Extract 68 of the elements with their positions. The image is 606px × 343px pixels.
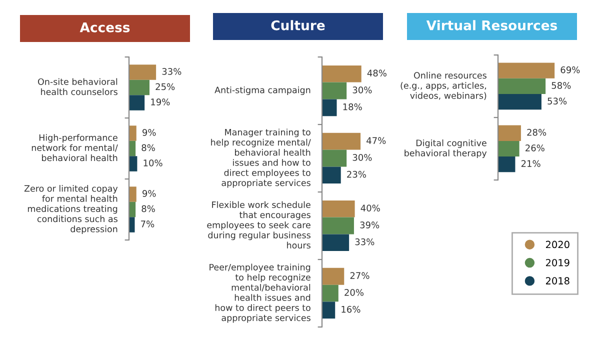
y-tick-label: Online resources (e.g., apps, articles, videos, webinars) <box>400 72 486 100</box>
bar <box>322 268 344 285</box>
bar <box>129 156 138 172</box>
y-tick-label: High-performance network for mental/ behavioral health <box>32 134 118 162</box>
data-label: 48% <box>367 70 386 76</box>
bar <box>498 94 542 110</box>
data-label: 47% <box>366 137 386 144</box>
data-label: 30% <box>352 86 372 94</box>
legend-label: 2018 <box>546 277 570 284</box>
data-label: 58% <box>552 82 571 89</box>
data-label: 25% <box>156 83 175 90</box>
bar <box>322 217 354 234</box>
data-label: 10% <box>144 160 162 166</box>
bar <box>322 99 337 116</box>
bar <box>498 62 555 78</box>
data-label: 69% <box>560 66 580 74</box>
bar <box>322 200 355 218</box>
data-label: 7% <box>141 220 154 228</box>
legend-label: 2020 <box>546 240 570 248</box>
data-label: 39% <box>360 222 380 228</box>
bar <box>322 82 347 100</box>
data-label: 53% <box>548 98 567 104</box>
data-label: 19% <box>151 98 170 106</box>
data-label: 26% <box>526 144 544 152</box>
legend-label: 2019 <box>546 258 570 266</box>
chart-title: Access <box>80 22 130 32</box>
bar <box>129 95 145 110</box>
bar <box>498 125 521 141</box>
bar <box>498 156 516 172</box>
data-label: 33% <box>355 238 374 246</box>
bar <box>498 78 546 94</box>
bar <box>129 202 136 218</box>
y-tick-label: Zero or limited copay for mental health medications treating conditions such as depression <box>24 185 118 234</box>
y-tick-label: On-site behavioral health counselors <box>38 78 118 96</box>
data-label: 28% <box>527 128 546 136</box>
data-label: 40% <box>360 204 380 212</box>
bar <box>322 166 341 184</box>
data-label: 23% <box>347 170 366 178</box>
data-label: 30% <box>352 154 372 161</box>
bar <box>322 234 350 252</box>
data-label: 9% <box>142 190 156 197</box>
bar <box>322 284 338 302</box>
y-tick-label: Digital cognitive behavioral therapy <box>404 139 487 158</box>
bar <box>322 65 362 82</box>
data-label: 18% <box>343 103 362 110</box>
y-tick-label: Anti-stigma campaign <box>214 86 310 95</box>
data-label: 8% <box>142 144 155 152</box>
data-label: 33% <box>162 68 182 75</box>
data-label: 21% <box>521 160 540 167</box>
bar <box>498 140 520 157</box>
data-label: 20% <box>344 289 364 296</box>
y-tick-label: Manager training to help recognize mental/ behavioral health issues and how to direct employees to appropriate services <box>211 128 311 188</box>
bar <box>129 80 150 96</box>
data-label: 16% <box>342 306 360 313</box>
data-label: 27% <box>350 272 370 279</box>
data-label: 9% <box>142 129 156 136</box>
bar <box>322 132 361 150</box>
chart-title: Culture <box>271 20 325 30</box>
bar <box>129 126 136 141</box>
bar <box>129 186 136 202</box>
y-tick-label: Flexible work schedule that encourages employees to seek care during regular business hours <box>207 201 310 249</box>
bar <box>129 64 156 80</box>
bar <box>322 150 347 167</box>
bar <box>129 140 136 156</box>
bar <box>322 302 336 319</box>
y-tick-label: Peer/employee training to help recognize mental/behavioral health issues and how to direct peers to appropriate services <box>210 264 310 323</box>
chart-title: Virtual Resources <box>426 20 558 30</box>
data-label: 8% <box>142 205 155 212</box>
